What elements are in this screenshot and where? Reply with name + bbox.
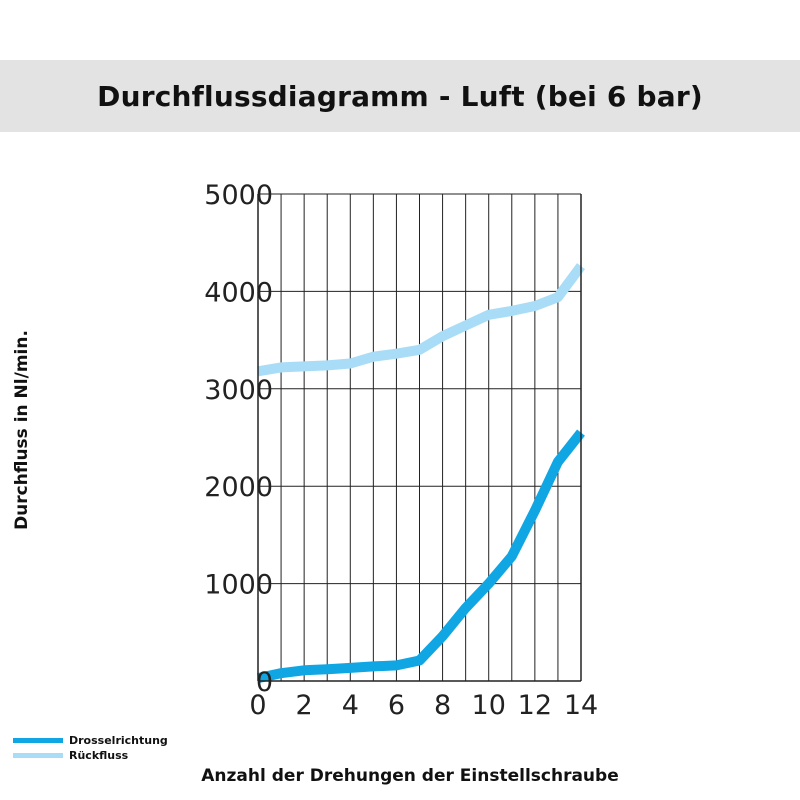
legend-item-drosselrichtung: Drosselrichtung: [13, 733, 168, 748]
legend-swatch-rueckfluss: [13, 753, 63, 758]
y-tick-label: 2000: [204, 472, 273, 503]
tick-labels: 0 1000 2000 3000 4000 5000 0 2 4 6 8 10 12 14: [204, 180, 598, 721]
legend: Drosselrichtung Rückfluss: [13, 733, 168, 763]
series-line-drosselrichtung: [256, 429, 585, 683]
y-tick-label: 3000: [204, 375, 273, 406]
y-tick-label: 5000: [204, 180, 273, 211]
y-tick-label: 1000: [204, 570, 273, 601]
x-tick-label: 2: [296, 690, 313, 721]
y-axis-label: Durchfluss in Nl/min.: [12, 330, 32, 530]
legend-item-rueckfluss: Rückfluss: [13, 748, 168, 763]
grid: [258, 193, 581, 681]
x-tick-label: 14: [564, 690, 598, 721]
x-tick-label: 0: [249, 690, 266, 721]
axes: [257, 194, 582, 682]
title-bar: Durchflussdiagramm - Luft (bei 6 bar): [0, 60, 800, 132]
x-tick-label: 4: [342, 690, 359, 721]
x-tick-label: 12: [518, 690, 552, 721]
legend-label-drosselrichtung: Drosselrichtung: [69, 734, 168, 747]
series-line-rueckfluss: [257, 263, 586, 377]
y-tick-label: 0: [256, 667, 273, 698]
series-lines: [256, 263, 586, 683]
legend-label-rueckfluss: Rückfluss: [69, 749, 129, 762]
x-axis-label: Anzahl der Drehungen der Einstellschraub…: [201, 766, 619, 786]
x-tick-label: 6: [388, 690, 405, 721]
chart-title: Durchflussdiagramm - Luft (bei 6 bar): [97, 79, 703, 113]
x-tick-label: 8: [434, 690, 451, 721]
legend-swatch-drosselrichtung: [13, 738, 63, 743]
x-tick-label: 10: [472, 690, 506, 721]
y-tick-label: 4000: [204, 277, 273, 308]
